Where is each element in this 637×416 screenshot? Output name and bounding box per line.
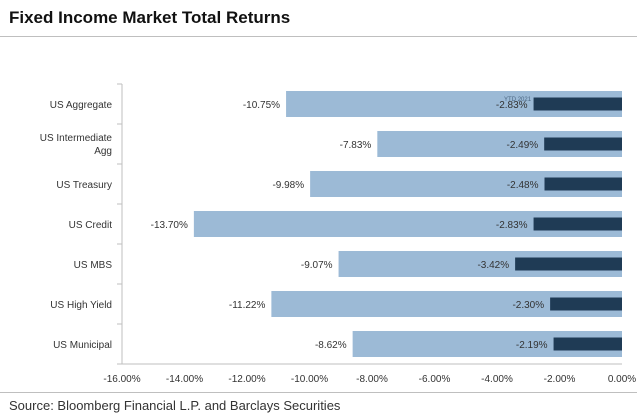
x-tick-label: -2.00% (544, 374, 576, 385)
category-label: US Municipal (53, 340, 112, 351)
bar-chart: -16.00% -14.00% -12.00% -10.00% -8.00% -6.00%… (40, 83, 636, 385)
x-tick-label: -12.00% (228, 374, 265, 385)
bar-series-2 (553, 337, 622, 351)
bar-series-2 (533, 97, 622, 111)
category-label: US MBS (74, 260, 113, 271)
x-tick-label: -16.00% (103, 374, 140, 385)
bar-series-2 (515, 257, 622, 271)
data-label-series-1: -9.98% (272, 180, 304, 191)
source-divider (0, 392, 637, 393)
data-label-series-1: -11.22% (229, 300, 266, 311)
data-label-series-1: -7.83% (340, 140, 372, 151)
bar-series-2 (544, 137, 622, 151)
data-label-series-2: -2.19% (516, 340, 548, 351)
title-divider (0, 36, 637, 37)
data-label-series-1: -9.07% (301, 260, 333, 271)
category-label: US Credit (69, 220, 113, 231)
data-label-series-2: -2.48% (507, 180, 539, 191)
x-tick-label: -4.00% (481, 374, 513, 385)
x-tick-label: -8.00% (356, 374, 388, 385)
data-label-series-2: -2.83% (496, 220, 528, 231)
data-label-series-2: -3.42% (477, 260, 509, 271)
data-label-series-2: -2.49% (507, 140, 539, 151)
source-note: Source: Bloomberg Financial L.P. and Bar… (9, 398, 341, 413)
bar-series-2 (544, 177, 622, 191)
category-label: US High Yield (50, 300, 112, 311)
x-tick-label: -10.00% (291, 374, 328, 385)
category-label: US Treasury (56, 180, 112, 191)
x-tick-label: -6.00% (419, 374, 451, 385)
x-tick-label: 0.00% (608, 374, 636, 385)
bar-series-2 (533, 217, 622, 231)
chart-title: Fixed Income Market Total Returns (9, 8, 291, 27)
data-label-series-2: -2.83% (496, 100, 528, 111)
bar-series-2 (550, 297, 622, 311)
data-label-series-1: -10.75% (243, 100, 280, 111)
data-label-series-2: -2.30% (512, 300, 544, 311)
annotation-label: YTD 2021 (504, 97, 532, 103)
data-label-series-1: -13.70% (151, 220, 188, 231)
x-tick-label: -14.00% (166, 374, 203, 385)
category-label: US Aggregate (50, 100, 113, 111)
category-label: US Intermediate Agg (40, 133, 113, 157)
data-label-series-1: -8.62% (315, 340, 347, 351)
